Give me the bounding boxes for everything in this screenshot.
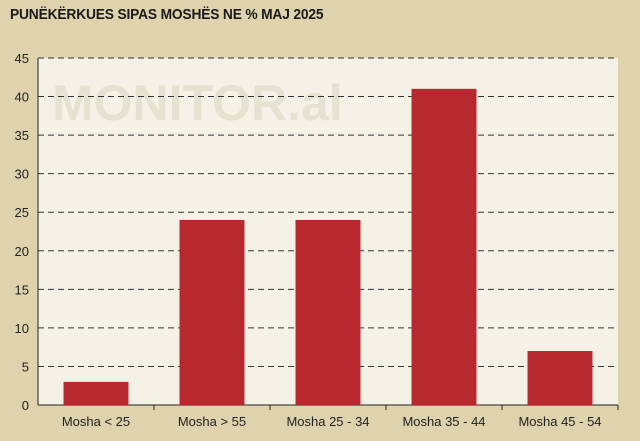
bar	[63, 381, 129, 405]
chart-title: PUNËKËRKUES SIPAS MOSHËS NE % MAJ 2025	[10, 6, 324, 23]
y-tick-label: 20	[15, 244, 29, 259]
bar	[411, 88, 477, 405]
y-tick-label: 35	[15, 128, 29, 143]
y-tick-label: 25	[15, 205, 29, 220]
y-tick-label: 40	[15, 90, 29, 105]
y-tick-label: 0	[22, 398, 29, 413]
bar	[295, 219, 361, 405]
y-tick-label: 5	[22, 359, 29, 374]
bar	[527, 351, 593, 405]
x-tick-label: Mosha 35 - 44	[402, 414, 485, 429]
y-tick-label: 15	[15, 282, 29, 297]
bar	[179, 219, 245, 405]
x-tick-label: Mosha 25 - 34	[286, 414, 369, 429]
x-tick-label: Mosha < 25	[62, 414, 130, 429]
y-tick-label: 10	[15, 321, 29, 336]
y-tick-label: 45	[15, 51, 29, 66]
x-tick-label: Mosha 45 - 54	[518, 414, 601, 429]
y-tick-label: 30	[15, 167, 29, 182]
watermark-text: MONITOR.al	[52, 75, 343, 131]
x-tick-label: Mosha > 55	[178, 414, 246, 429]
